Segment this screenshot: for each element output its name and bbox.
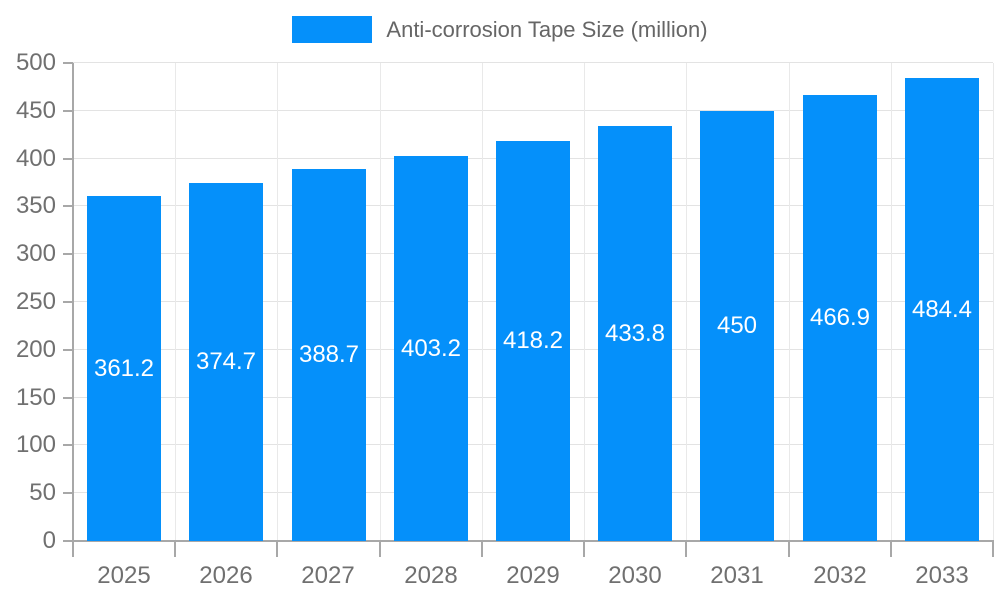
- bar: 433.8: [598, 126, 672, 541]
- y-axis-tick-label: 300: [15, 240, 56, 267]
- bar-value-label: 418.2: [502, 327, 564, 354]
- x-axis-tick: [379, 541, 381, 557]
- x-axis-category-label: 2032: [813, 562, 867, 589]
- y-axis-tick-label: 50: [29, 479, 56, 506]
- y-axis-tick: [63, 158, 73, 160]
- y-axis-tick: [63, 540, 73, 542]
- x-axis-category-label: 2027: [301, 562, 355, 589]
- bar: 374.7: [189, 183, 263, 541]
- bar-value-label: 466.9: [809, 304, 871, 331]
- bar: 418.2: [496, 141, 570, 541]
- x-axis-tick: [583, 541, 585, 557]
- bar-value-label: 361.2: [93, 354, 155, 382]
- x-axis-category-label: 2025: [97, 562, 151, 589]
- x-axis-category-label: 2026: [199, 562, 253, 589]
- x-axis-tick: [481, 541, 483, 557]
- y-axis-tick-label: 400: [15, 145, 56, 172]
- gridline-vertical: [380, 63, 381, 541]
- gridline-vertical: [277, 63, 278, 541]
- gridline-vertical: [175, 63, 176, 541]
- y-axis-tick: [63, 301, 73, 303]
- gridline-vertical: [584, 63, 585, 541]
- y-axis-tick: [63, 492, 73, 494]
- x-axis-tick: [890, 541, 892, 557]
- bar-value-label: 450: [716, 312, 758, 339]
- x-axis-category-label: 2029: [506, 562, 560, 589]
- y-axis-tick-label: 150: [15, 384, 56, 411]
- x-axis-tick: [788, 541, 790, 557]
- gridline-vertical: [789, 63, 790, 541]
- bar-value-label: 388.7: [298, 341, 360, 368]
- x-axis-tick: [685, 541, 687, 557]
- bar: 450: [700, 111, 774, 541]
- y-axis-tick-label: 200: [15, 336, 56, 363]
- x-axis-tick: [992, 541, 994, 557]
- x-axis-tick: [174, 541, 176, 557]
- legend-swatch: [292, 16, 373, 43]
- gridline-horizontal: [73, 110, 993, 111]
- gridline-vertical: [686, 63, 687, 541]
- y-axis-tick-label: 100: [15, 431, 56, 458]
- y-axis-tick: [63, 397, 73, 399]
- y-axis-line: [72, 63, 74, 541]
- y-axis-tick: [63, 444, 73, 446]
- y-axis-tick: [63, 205, 73, 207]
- y-axis-tick-label: 500: [15, 49, 56, 76]
- x-axis-category-label: 2033: [915, 562, 969, 589]
- bar-value-label: 433.8: [604, 319, 666, 347]
- y-axis-tick-label: 450: [15, 97, 56, 124]
- gridline-horizontal: [73, 62, 993, 63]
- bar: 403.2: [394, 156, 468, 541]
- y-axis-tick: [63, 110, 73, 112]
- bar-value-label: 484.4: [911, 295, 973, 323]
- y-axis-tick-label: 350: [15, 192, 56, 219]
- bar: 361.2: [87, 196, 161, 541]
- bar-value-label: 403.2: [400, 334, 462, 362]
- gridline-vertical: [891, 63, 892, 541]
- y-axis-tick: [63, 349, 73, 351]
- gridline-vertical: [482, 63, 483, 541]
- y-axis-tick: [63, 253, 73, 255]
- bar: 388.7: [292, 169, 366, 541]
- x-axis-tick: [72, 541, 74, 557]
- y-axis-tick-label: 0: [42, 527, 56, 554]
- x-axis-category-label: 2031: [710, 562, 764, 589]
- bar-value-label: 374.7: [195, 348, 257, 375]
- x-axis-line: [72, 540, 994, 542]
- x-axis-category-label: 2028: [404, 562, 458, 589]
- bar: 484.4: [905, 78, 979, 541]
- x-axis-tick: [276, 541, 278, 557]
- y-axis-tick-label: 250: [15, 288, 56, 315]
- legend[interactable]: Anti-corrosion Tape Size (million): [0, 16, 1000, 43]
- legend-label: Anti-corrosion Tape Size (million): [386, 16, 708, 42]
- x-axis-category-label: 2030: [608, 562, 662, 589]
- bar: 466.9: [803, 95, 877, 541]
- gridline-vertical: [993, 63, 994, 541]
- y-axis-tick: [63, 62, 73, 64]
